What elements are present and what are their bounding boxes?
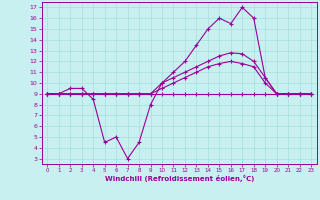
X-axis label: Windchill (Refroidissement éolien,°C): Windchill (Refroidissement éolien,°C) [105, 175, 254, 182]
